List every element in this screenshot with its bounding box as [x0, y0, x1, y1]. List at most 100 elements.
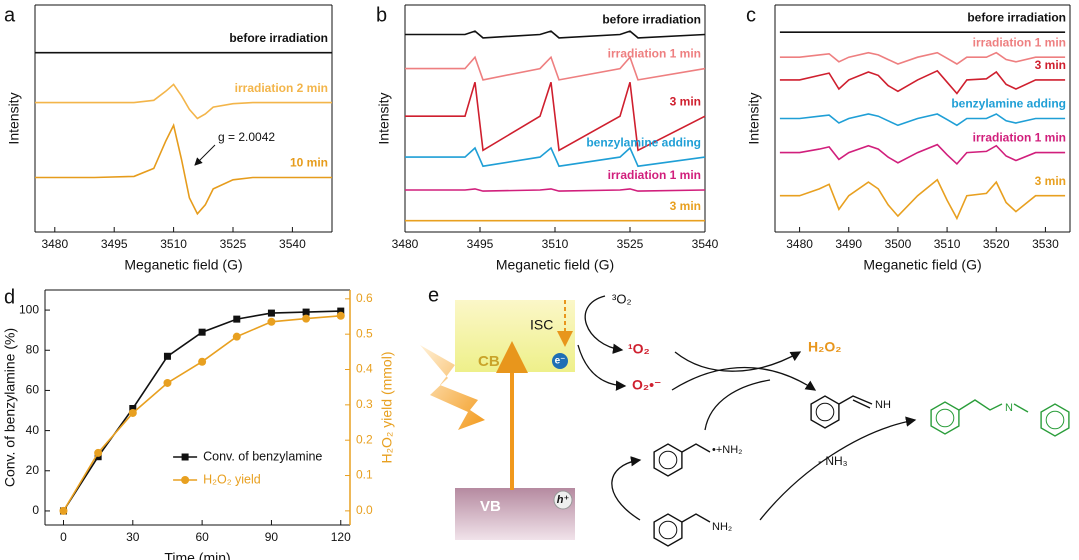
series-label: 3 min [1035, 58, 1066, 72]
hole-dot [553, 490, 573, 510]
x-tick-label: 3525 [617, 237, 644, 251]
arrow [577, 344, 627, 391]
y-tick-label: 80 [26, 342, 40, 356]
x-axis-label: Meganetic field (G) [863, 257, 981, 273]
y-tick-label: 0 [32, 503, 39, 517]
benzene-ring [930, 401, 960, 435]
y2-tick-label: 0.2 [356, 432, 373, 446]
aromatic-circle [1045, 410, 1065, 430]
aromatic-circle [658, 520, 678, 540]
series-label: 10 min [290, 156, 328, 170]
electron-label: e⁻ [555, 356, 566, 367]
marker [337, 307, 345, 315]
x-tick-label: 3510 [934, 237, 961, 251]
x-tick-label: 0 [60, 530, 67, 544]
arrow [611, 456, 642, 521]
triplet-oxygen: ³O₂ [612, 291, 632, 306]
benzene-ring [1040, 403, 1070, 437]
series-label: benzylamine adding [586, 135, 701, 149]
aromatic-circle [658, 450, 678, 470]
y-tick-label: 60 [26, 383, 40, 397]
marker [336, 311, 345, 320]
legend-label: H₂O₂ yield [203, 472, 261, 486]
cb-label: CB [478, 353, 500, 370]
x-tick-label: 3540 [279, 237, 306, 251]
isc-label: ISC [530, 317, 553, 333]
series-label: before irradiation [602, 13, 701, 27]
x-tick-label: 3520 [983, 237, 1010, 251]
x-tick-label: 3530 [1032, 237, 1059, 251]
arrow [584, 295, 624, 354]
benzene-ring [810, 395, 840, 429]
x-tick-label: 3480 [392, 237, 419, 251]
bond [1013, 403, 1029, 413]
x-tick-label: 30 [126, 530, 140, 544]
aromatic-circle [935, 408, 955, 428]
series-label: irradiation 2 min [235, 81, 328, 95]
x-tick-label: 3525 [220, 237, 247, 251]
x-tick-label: 3490 [835, 237, 862, 251]
marker [302, 314, 311, 323]
series-label: 3 min [670, 94, 701, 108]
series-label: irradiation 1 min [608, 47, 701, 61]
series-label: irradiation 1 min [973, 35, 1066, 49]
x-tick-label: 3510 [542, 237, 569, 251]
x-tick-label: 3480 [786, 237, 813, 251]
radical-cation-amine: •+NH₂ [712, 444, 742, 456]
x-tick-label: 3495 [101, 237, 128, 251]
hydrogen-peroxide: H₂O₂ [808, 339, 841, 355]
x-tick-label: 3500 [885, 237, 912, 251]
series-line [35, 83, 332, 120]
series-label: before irradiation [967, 10, 1066, 24]
arrow [704, 379, 771, 431]
series-line [405, 30, 706, 39]
x-axis-label: Meganetic field (G) [496, 257, 614, 273]
series-line [405, 81, 706, 152]
superoxide: O₂•⁻ [632, 377, 661, 393]
scheme: e CB ISC e⁻ VB h⁺ ³O₂ ¹O₂ O₂•⁻ H₂O₂ •+NH… [420, 284, 1013, 540]
panel-label: b [376, 4, 387, 26]
series-line [35, 122, 332, 216]
legend-marker [181, 453, 189, 461]
legend-label: Conv. of benzylamine [203, 449, 322, 463]
hole-label: h⁺ [557, 494, 570, 506]
y-tick-label: 40 [26, 423, 40, 437]
series-line [405, 55, 706, 81]
electron-dot [552, 353, 568, 369]
y2-tick-label: 0.4 [356, 362, 373, 376]
marker [302, 308, 310, 316]
series-label: 3 min [1035, 174, 1066, 188]
y2-axis-label: H₂O₂ yield (mmol) [379, 352, 395, 464]
panel-label: e [428, 284, 439, 306]
panel-label: d [4, 286, 15, 308]
benzene-ring [653, 443, 683, 477]
x-axis-label: Time (min) [164, 550, 230, 560]
bond [958, 399, 1003, 411]
bond [681, 443, 711, 453]
marker [198, 357, 207, 366]
vb-label: VB [480, 498, 501, 515]
marker [59, 506, 68, 515]
marker [163, 352, 171, 360]
x-tick-label: 3540 [692, 237, 719, 251]
series-label: benzylamine adding [951, 97, 1066, 111]
marker [94, 448, 103, 457]
y-axis-label: Intensity [376, 92, 392, 144]
y-axis-label: Conv. of benzylamine (%) [2, 328, 18, 487]
x-tick-label: 3510 [160, 237, 187, 251]
series-line [779, 178, 1066, 221]
y-axis-label: Intensity [6, 92, 22, 144]
benzene-ring [653, 513, 683, 547]
bond [681, 513, 711, 523]
light-bolt [420, 345, 485, 430]
y2-tick-label: 0.3 [356, 397, 373, 411]
marker [198, 328, 206, 336]
bond [838, 395, 873, 405]
y2-tick-label: 0.6 [356, 291, 373, 305]
arrow [759, 416, 917, 521]
marker [232, 332, 241, 341]
annotation: g = 2.0042 [218, 130, 275, 144]
series-line [779, 143, 1066, 166]
series-line [405, 146, 706, 168]
marker [128, 408, 137, 417]
